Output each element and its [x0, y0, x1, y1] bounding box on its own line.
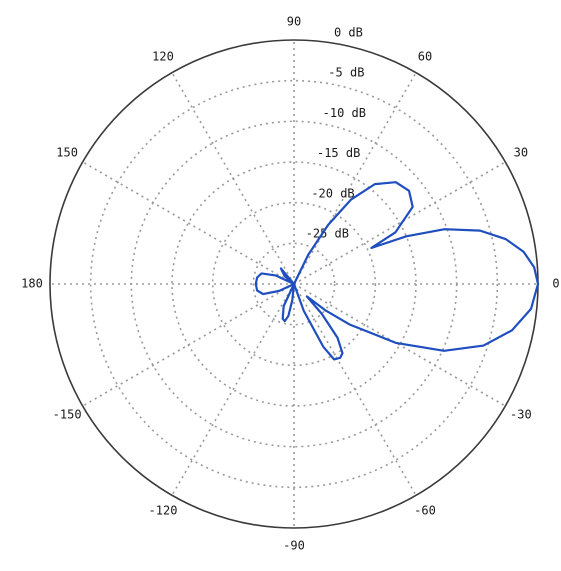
angle-tick-label: -150: [53, 408, 82, 422]
angle-tick-labels: 0 30 60 90 120 150 180 -150 -120 -90 -60 -30: [21, 15, 559, 553]
grid-spoke: [82, 161, 295, 285]
angle-tick-label: 30: [514, 146, 528, 160]
grid-spoke: [293, 72, 417, 285]
radial-tick-labels: 0 dB -5 dB -10 dB -15 dB -20 dB -25 dB: [306, 25, 366, 240]
grid-spoke: [171, 283, 295, 496]
series-line: [254, 181, 540, 361]
radial-tick-label: -15 dB: [317, 146, 360, 160]
grid-ring: [211, 201, 377, 367]
polar-grid: [49, 39, 539, 529]
grid-spoke: [82, 283, 295, 407]
grid-ring: [252, 242, 336, 326]
angle-tick-label: 60: [418, 50, 432, 64]
grid-spoke: [293, 283, 506, 407]
angle-tick-label: 150: [56, 146, 78, 160]
radial-tick-label: -25 dB: [306, 227, 349, 241]
grid-spoke: [171, 72, 295, 285]
grid-spoke: [293, 283, 417, 496]
radial-tick-label: -5 dB: [328, 66, 364, 80]
grid-spoke: [293, 161, 506, 285]
radial-tick-label: -10 dB: [323, 106, 366, 120]
angle-tick-label: 0: [552, 277, 559, 291]
angle-tick-label: -90: [283, 539, 305, 553]
angle-tick-label: -30: [510, 408, 532, 422]
angle-tick-label: -60: [414, 503, 436, 517]
grid-ring: [89, 79, 499, 489]
angle-tick-label: -120: [149, 503, 178, 517]
series-layer: [254, 181, 540, 361]
radial-tick-label: 0 dB: [334, 25, 363, 39]
radial-tick-label: -20 dB: [311, 186, 354, 200]
angle-tick-label: 180: [21, 277, 43, 291]
angle-tick-label: 120: [152, 50, 174, 64]
angle-tick-label: 90: [287, 15, 301, 29]
